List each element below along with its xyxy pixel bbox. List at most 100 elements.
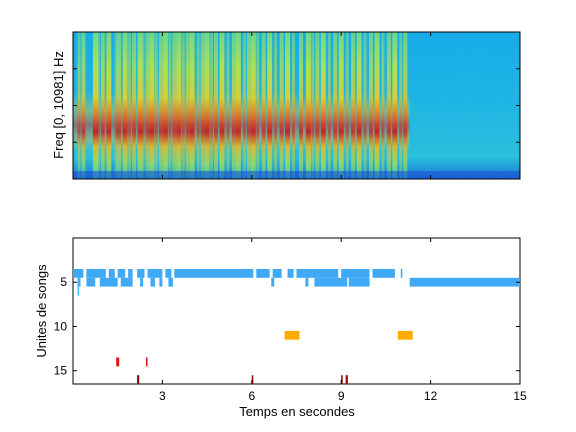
spectrogram-burst xyxy=(96,32,100,179)
unit-4-segment xyxy=(272,269,282,278)
spectrogram-burst xyxy=(114,32,118,179)
unit-16-segment xyxy=(341,375,343,384)
spectrogram-burst xyxy=(77,32,81,179)
unit-4-segment xyxy=(137,269,145,278)
unit-11-segment xyxy=(284,330,300,340)
spectrogram-ylabel: Freq [0, 10981] Hz xyxy=(51,51,66,159)
spectrogram-burst xyxy=(145,32,150,179)
spectrogram-burst xyxy=(250,32,256,179)
unit-11-segment xyxy=(397,330,413,340)
spectrogram-burst xyxy=(274,32,278,179)
spectrogram-burst xyxy=(246,32,251,179)
unit-4-segment xyxy=(117,269,126,278)
unit-4-segment xyxy=(256,269,270,278)
spectrogram-burst xyxy=(137,32,143,179)
spectrogram-burst xyxy=(81,32,86,179)
spectrogram-burst xyxy=(92,32,98,179)
unit-4-segment xyxy=(287,269,294,278)
unit-4-segment xyxy=(165,269,172,278)
spectrogram-burst xyxy=(200,32,205,179)
spectrogram-burst xyxy=(345,32,349,179)
spectrogram-burst xyxy=(128,32,132,179)
unit-16-segment xyxy=(251,375,254,384)
spectrogram-burst xyxy=(189,32,195,179)
unit-5-segment xyxy=(140,277,144,287)
spectrogram-low-band xyxy=(73,171,520,179)
spectrogram-burst xyxy=(256,32,260,179)
unit-14-segment xyxy=(116,357,120,367)
units-xtick-label: 9 xyxy=(338,389,345,403)
units-xlabel: Temps en secondes xyxy=(239,404,355,419)
spectrogram-burst xyxy=(100,32,105,179)
spectrogram-burst xyxy=(149,32,155,179)
unit-16-segment xyxy=(137,375,140,384)
spectrogram-burst xyxy=(267,32,273,179)
spectrogram-burst xyxy=(214,32,218,179)
unit-4-segment xyxy=(296,269,339,278)
spectrogram-burst xyxy=(356,32,362,179)
spectrogram-ticks xyxy=(73,32,521,179)
spectrogram-burst xyxy=(399,32,403,179)
spectrogram-burst xyxy=(141,32,145,179)
spectrogram-burst xyxy=(320,32,326,179)
unit-5-segment xyxy=(305,277,309,287)
spectrogram-burst xyxy=(327,32,331,179)
spectrogram-burst xyxy=(185,32,190,179)
spectrogram-burst xyxy=(242,32,246,179)
spectrogram-burst xyxy=(381,32,385,179)
spectrogram-burst xyxy=(117,32,122,179)
spectrogram-burst xyxy=(122,32,128,179)
spectrogram-burst xyxy=(162,32,168,179)
unit-16-segment xyxy=(345,375,348,384)
spectrogram-plot-area xyxy=(73,32,520,179)
units-xtick-label: 15 xyxy=(513,389,527,403)
spectrogram-panel: Freq [0, 10981] Hz xyxy=(51,31,521,180)
spectrogram-burst xyxy=(305,32,311,179)
spectrogram-burst xyxy=(292,32,295,179)
units-frame xyxy=(72,237,521,385)
units-xtick-label: 12 xyxy=(424,389,438,403)
spectrogram-burst xyxy=(235,32,241,179)
spectrogram-burst xyxy=(403,32,408,179)
unit-5-segment xyxy=(99,277,118,287)
spectrogram-burst xyxy=(196,32,200,179)
unit-4-segment xyxy=(73,269,84,278)
units-ytick-label: 15 xyxy=(54,364,68,378)
unit-5-segment xyxy=(159,277,163,287)
units-marks xyxy=(73,269,520,384)
unit-4-segment xyxy=(400,269,403,278)
spectrogram-burst xyxy=(392,32,398,179)
unit-4-segment xyxy=(341,269,370,278)
units-panel: 3 6 9 12 15 5 10 15 Unites de songs Temps en se… xyxy=(34,237,527,419)
unit-6-segment xyxy=(77,286,79,296)
unit-5-segment xyxy=(86,277,96,287)
spectrogram-burst xyxy=(374,32,380,179)
spectrogram-burst xyxy=(386,32,391,179)
unit-4-segment xyxy=(108,269,115,278)
spectrogram-burst xyxy=(351,32,356,179)
unit-5-segment xyxy=(168,277,173,287)
spectrogram-burst xyxy=(226,32,230,179)
spectrogram-burst xyxy=(363,32,367,179)
spectrogram-bursts xyxy=(77,32,408,179)
unit-5-segment xyxy=(77,277,81,287)
spectrogram-burst xyxy=(210,32,214,179)
spectrogram-burst xyxy=(338,32,344,179)
unit-4-segment xyxy=(128,269,133,278)
unit-4-segment xyxy=(174,269,254,278)
unit-5-segment xyxy=(314,277,348,287)
unit-5-segment xyxy=(271,277,275,287)
spectrogram-burst xyxy=(106,32,112,179)
unit-4-segment xyxy=(372,269,395,278)
unit-14-segment xyxy=(146,357,148,367)
unit-5-segment xyxy=(120,277,133,287)
spectrogram-burst xyxy=(279,32,284,179)
spectrogram-burst xyxy=(168,32,172,179)
spectrogram-burst xyxy=(132,32,137,179)
spectrogram-burst xyxy=(158,32,163,179)
spectrogram-burst xyxy=(154,32,158,179)
spectrogram-burst xyxy=(176,32,182,179)
spectrogram-burst xyxy=(299,32,303,179)
unit-4-segment xyxy=(147,269,163,278)
spectrogram-burst xyxy=(172,32,177,179)
